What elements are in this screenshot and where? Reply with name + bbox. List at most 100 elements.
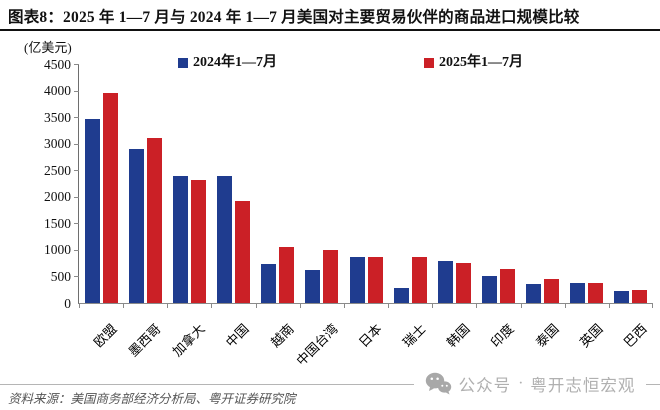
bar-2024 [172, 175, 188, 303]
bar-2024 [614, 290, 630, 303]
x-tick-mark [167, 303, 169, 308]
bar-2024 [84, 118, 100, 303]
y-tick-mark [74, 276, 79, 278]
bar-group [79, 64, 123, 303]
figure-title: 图表8：2025 年 1—7 月与 2024 年 1—7 月美国对主要贸易伙伴的… [8, 9, 580, 26]
x-tick-mark [520, 303, 522, 308]
y-tick-mark [74, 223, 79, 225]
legend-label-2025: 2025年1—7月 [439, 55, 523, 70]
bar-2025 [411, 256, 427, 303]
bar-2024 [393, 287, 409, 303]
x-tick-mark [608, 303, 610, 308]
x-tick-mark [299, 303, 301, 308]
bar-2024 [437, 261, 453, 303]
source-note: 资料来源：美国商务部经济分析局、粤开证券研究院 [8, 392, 296, 406]
y-tick-mark [74, 143, 79, 145]
bar-2024 [526, 284, 542, 303]
footer-divider [0, 384, 660, 385]
bar-2025 [499, 269, 515, 303]
x-category-label: 日本 [355, 321, 385, 351]
bar-2025 [367, 257, 383, 303]
x-category-label: 墨西哥 [125, 321, 164, 360]
bar-2025 [544, 278, 560, 303]
bar-group [256, 64, 300, 303]
watermark-name: 粤开志恒宏观 [530, 375, 636, 395]
bar-group [432, 64, 476, 303]
y-tick-label: 1500 [44, 215, 71, 231]
x-tick-mark [255, 303, 257, 308]
legend-label-2024: 2024年1—7月 [193, 55, 277, 70]
bar-2025 [323, 249, 339, 303]
x-tick-mark [432, 303, 434, 308]
bar-group [300, 64, 344, 303]
x-category-label: 欧盟 [90, 321, 120, 351]
x-category-label: 中国 [223, 321, 253, 351]
x-category-label: 印度 [488, 321, 518, 351]
bar-2024 [570, 282, 586, 303]
bar-2025 [632, 289, 648, 303]
watermark-prefix: 公众号 [458, 375, 512, 395]
bar-2025 [235, 200, 251, 303]
bar-group [211, 64, 255, 303]
bar-2024 [481, 275, 497, 303]
y-tick-label: 2500 [44, 162, 71, 178]
x-tick-mark [652, 303, 653, 308]
y-tick-label: 4500 [44, 56, 71, 72]
bar-2025 [279, 247, 295, 303]
x-category-label: 泰国 [532, 321, 562, 351]
y-tick-mark [74, 90, 79, 92]
y-axis-unit-label: (亿美元) [24, 40, 72, 55]
bar-group [476, 64, 520, 303]
bar-group [167, 64, 211, 303]
bar-2025 [190, 180, 206, 303]
wechat-icon [425, 372, 451, 395]
x-tick-mark [343, 303, 345, 308]
x-tick-mark [211, 303, 213, 308]
x-category-label: 瑞士 [399, 321, 429, 351]
y-tick-mark [74, 64, 79, 65]
bar-group [123, 64, 167, 303]
bar-2025 [588, 283, 604, 303]
bar-group [521, 64, 565, 303]
y-tick-label: 1000 [44, 242, 71, 258]
x-category-label: 越南 [267, 321, 297, 351]
bar-group [388, 64, 432, 303]
y-tick-label: 500 [50, 268, 71, 284]
x-category-label: 巴西 [620, 321, 650, 351]
y-tick-mark [74, 249, 79, 251]
x-tick-mark [476, 303, 478, 308]
y-tick-label: 3500 [44, 109, 71, 125]
x-tick-mark [564, 303, 566, 308]
x-category-label: 韩国 [444, 321, 474, 351]
bar-2024 [217, 176, 233, 303]
x-tick-mark [79, 303, 80, 308]
watermark-separator: · [518, 374, 524, 392]
legend-swatch-2025 [424, 58, 434, 68]
chart-plot-area: 0 500 1000 1500 2000 2500 3000 3500 4000 4500 欧盟 墨西… [44, 57, 653, 369]
y-tick-mark [74, 117, 79, 119]
bar-2024 [261, 263, 277, 303]
y-tick-mark [74, 196, 79, 198]
x-category-label: 中国台湾 [293, 321, 341, 369]
bar-2024 [128, 149, 144, 303]
bar-series-container [79, 64, 653, 303]
y-tick-label: 4000 [44, 83, 71, 99]
bar-group [344, 64, 388, 303]
bar-2025 [102, 93, 118, 303]
x-tick-mark [123, 303, 125, 308]
x-tick-mark [388, 303, 390, 308]
bar-2025 [455, 262, 471, 303]
x-category-label: 加拿大 [169, 321, 209, 360]
y-tick-mark [74, 170, 79, 172]
title-divider [0, 29, 660, 31]
bar-2025 [146, 137, 162, 303]
legend-item-2024: 2024年1—7月 [178, 56, 277, 70]
bar-group [565, 64, 609, 303]
y-tick-label: 2000 [44, 189, 71, 205]
legend-swatch-2024 [178, 58, 188, 68]
y-tick-label: 3000 [44, 136, 71, 152]
bar-2024 [349, 257, 365, 303]
watermark: 公众号 · 粤开志恒宏观 [414, 369, 646, 398]
y-tick-label: 0 [64, 295, 71, 311]
